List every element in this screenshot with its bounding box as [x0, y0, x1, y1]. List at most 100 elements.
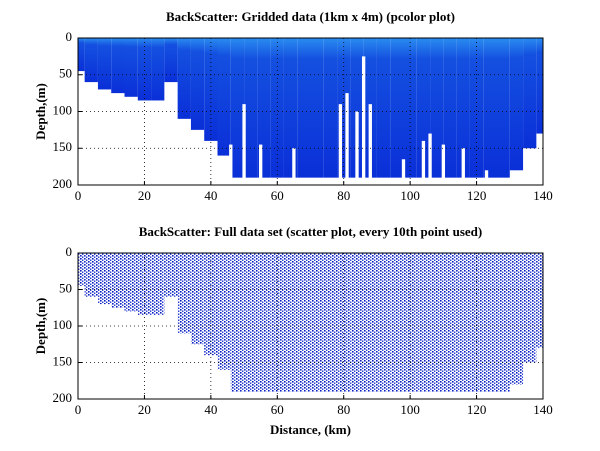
x-tick-label: 20	[138, 188, 151, 203]
pcolor-column	[376, 38, 391, 178]
scatter-column	[456, 253, 470, 392]
x-tick-label: 40	[204, 402, 217, 417]
scatter-column	[78, 253, 85, 286]
x-tick-label: 0	[75, 188, 82, 203]
data-gap	[441, 144, 446, 185]
axes-frame	[77, 252, 544, 400]
scatter-column	[536, 253, 543, 348]
pcolor-column	[323, 38, 338, 178]
scatter-column	[244, 253, 258, 392]
pcolor-column	[390, 38, 404, 178]
scatter-column	[310, 253, 324, 392]
scatter-column	[124, 253, 138, 312]
pcolor-column	[509, 38, 524, 171]
pcolor-column	[164, 38, 178, 83]
scatter-column	[363, 253, 377, 392]
x-tick-label: 80	[337, 402, 350, 417]
x-tick-label: 40	[204, 188, 217, 203]
x-tick-label: 100	[400, 402, 420, 417]
y-tick-label: 200	[53, 390, 73, 405]
data-gap	[259, 144, 263, 185]
data-gap	[355, 111, 359, 185]
pcolor-column	[350, 38, 364, 178]
data-gap	[401, 159, 406, 185]
scatter-column	[84, 253, 98, 297]
y-tick-label: 100	[53, 102, 73, 117]
scatter-column	[270, 253, 284, 392]
scatter-column	[390, 253, 404, 392]
x-axis-label: Distance, (km)	[270, 422, 351, 437]
x-tick-label: 140	[533, 188, 553, 203]
pcolor-column	[283, 38, 298, 178]
scatter-column	[97, 253, 112, 305]
pcolor-column	[416, 38, 431, 178]
pcolor-column	[443, 38, 457, 178]
scatter-column	[350, 253, 364, 392]
scatter-column	[323, 253, 338, 392]
data-gap	[421, 140, 426, 185]
pcolor-column	[190, 38, 205, 130]
x-tick-label: 120	[467, 402, 487, 417]
scatter-column	[204, 253, 218, 356]
pcolor-column	[297, 38, 311, 178]
scatter-column	[257, 253, 271, 392]
pcolor-column	[244, 38, 258, 178]
data-gap	[461, 148, 465, 185]
scatter-column	[483, 253, 497, 392]
y-tick-label: 50	[59, 280, 72, 295]
axes-frame	[77, 37, 544, 186]
y-tick-label: 200	[53, 176, 73, 191]
x-tick-label: 0	[75, 402, 82, 417]
y-tick-label: 150	[53, 139, 73, 154]
chart-title: BackScatter: Full data set (scatter plot…	[139, 224, 483, 239]
scatter-column	[111, 253, 125, 308]
scatter-column	[217, 253, 231, 370]
pcolor-column	[97, 38, 112, 90]
pcolor-column	[111, 38, 125, 94]
scatter-column	[230, 253, 245, 392]
y-tick-label: 50	[59, 66, 72, 81]
pcolor-column	[483, 38, 497, 178]
chart-title: BackScatter: Gridded data (1km x 4m) (pc…	[166, 9, 455, 24]
data-gap	[292, 148, 296, 185]
pcolor-column	[496, 38, 510, 178]
scatter-column	[283, 253, 298, 392]
x-tick-label: 60	[271, 188, 284, 203]
pcolor-column	[78, 38, 85, 72]
pcolor-column	[217, 38, 231, 156]
data-gap	[338, 104, 343, 185]
pcolor-column	[456, 38, 470, 178]
pcolor-column	[469, 38, 484, 178]
y-tick-label: 100	[53, 317, 73, 332]
pcolor-column	[536, 38, 543, 134]
scatter-column	[523, 253, 537, 363]
pcolor-column	[177, 38, 191, 119]
scatter-column	[496, 253, 510, 392]
scatter-column	[403, 253, 417, 392]
pcolor-column	[137, 38, 152, 101]
scatter-column	[416, 253, 431, 392]
scatter-column	[177, 253, 191, 334]
pcolor-column	[310, 38, 324, 178]
x-tick-label: 20	[138, 402, 151, 417]
x-tick-label: 100	[400, 188, 420, 203]
scatter-column	[164, 253, 178, 297]
scatter-column	[376, 253, 391, 392]
data-gap	[242, 104, 246, 185]
x-tick-label: 120	[467, 188, 487, 203]
pcolor-column	[403, 38, 417, 178]
data-gap	[368, 104, 372, 185]
pcolor-column	[430, 38, 444, 178]
x-tick-label: 60	[271, 402, 284, 417]
pcolor-column	[151, 38, 165, 101]
data-gap	[229, 144, 233, 185]
data-gap	[345, 93, 349, 185]
pcolor-column	[257, 38, 271, 178]
pcolor-column	[230, 38, 245, 178]
x-tick-label: 80	[337, 188, 350, 203]
pcolor-column	[84, 38, 98, 83]
data-gap	[428, 133, 432, 185]
scatter-column	[430, 253, 444, 392]
y-tick-label: 0	[66, 29, 73, 44]
